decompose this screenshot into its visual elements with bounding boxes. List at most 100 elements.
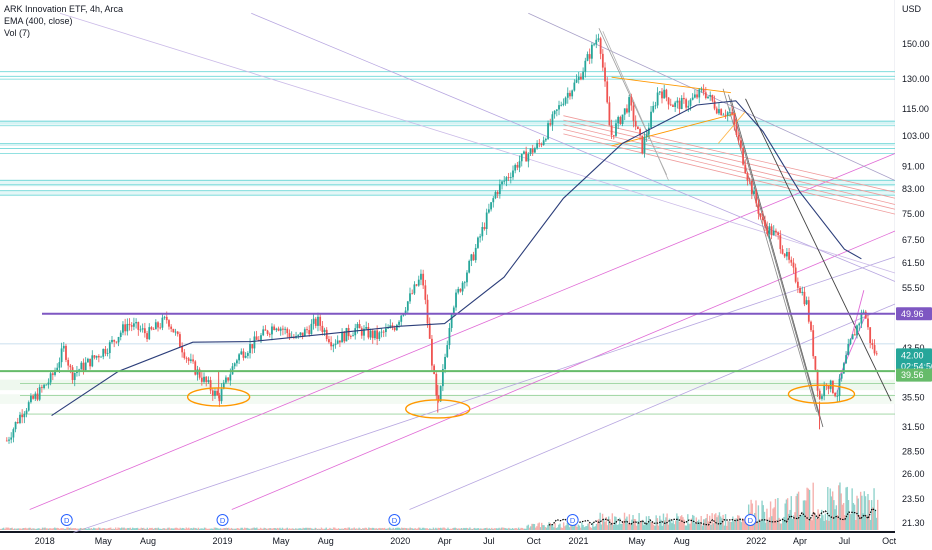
legend-volume[interactable]: Vol (7) <box>4 28 31 38</box>
volume-bar <box>511 528 514 530</box>
candle-body <box>174 331 177 333</box>
legend-ema[interactable]: EMA (400, close) <box>4 16 73 26</box>
volume-bar <box>667 524 670 530</box>
volume-bar <box>236 528 239 530</box>
candle-body <box>233 363 236 367</box>
volume-bar <box>131 527 134 530</box>
candle-body <box>354 328 357 336</box>
volume-bar <box>679 516 682 530</box>
candle-body <box>159 327 162 329</box>
volume-bar <box>829 488 831 530</box>
volume-bar <box>805 500 807 530</box>
candle-body <box>739 140 742 148</box>
orange-flag-line <box>717 111 746 144</box>
support-ellipse <box>787 384 856 404</box>
last-price-tag-bg <box>896 348 932 374</box>
candle-body <box>135 322 138 324</box>
volume-bar <box>572 526 575 530</box>
volume-bar <box>446 528 448 530</box>
candle-body <box>5 440 8 442</box>
candle-body <box>764 220 766 227</box>
volume-bar <box>522 528 525 530</box>
candle-body <box>181 346 184 353</box>
volume-bar <box>169 528 172 530</box>
volume-bar <box>325 527 327 530</box>
candle-body <box>71 367 74 380</box>
candle-body <box>49 373 52 383</box>
volume-bar <box>622 520 624 530</box>
volume-bar <box>94 528 96 530</box>
volume-bar <box>600 524 603 530</box>
candle-body <box>750 180 753 195</box>
volume-bar <box>558 524 560 530</box>
price-tick-label: 35.50 <box>902 393 925 403</box>
volume-bar <box>634 519 637 530</box>
volume-bar <box>834 509 836 530</box>
volume-bar <box>326 528 329 530</box>
volume-bar <box>734 518 736 530</box>
volume-bar <box>505 528 508 530</box>
candle-body <box>106 353 109 354</box>
candle-body <box>742 147 744 165</box>
candle-body <box>531 148 534 153</box>
orange-flag-line <box>611 113 736 147</box>
last-price-tag[interactable]: 42.00 <box>901 350 924 360</box>
time-tick-label: Aug <box>674 536 690 546</box>
volume-bar <box>11 527 13 530</box>
volume-bar <box>767 519 769 530</box>
dividend-marker[interactable]: D <box>216 514 229 526</box>
candle-body <box>571 90 574 97</box>
volume-bar <box>841 504 844 530</box>
volume-bar <box>877 499 879 530</box>
volume-bar <box>246 527 248 530</box>
volume-bar <box>99 527 101 530</box>
volume-bar <box>461 528 464 530</box>
volume-bar <box>351 528 353 530</box>
candle-body <box>363 328 365 336</box>
volume-bar <box>222 528 224 530</box>
candle-body <box>873 345 876 354</box>
resistance-price-tag[interactable]: 49.96 <box>901 309 924 319</box>
dividend-marker[interactable]: D <box>60 514 73 526</box>
candle-body <box>40 387 43 388</box>
candle-body <box>246 353 249 356</box>
dividend-marker[interactable]: D <box>388 514 401 526</box>
volume-bar <box>97 527 100 530</box>
volume-bar <box>704 519 706 530</box>
volume-bar <box>336 528 338 530</box>
support-price-tag[interactable]: 39.56 <box>901 370 924 380</box>
candle-body <box>509 177 512 179</box>
volume-bar <box>230 527 232 530</box>
volume-bar <box>203 527 206 530</box>
volume-bar <box>191 528 194 530</box>
volume-bar <box>1 528 4 530</box>
volume-bar <box>397 527 399 530</box>
volume-bar <box>398 527 400 530</box>
volume-bar <box>45 528 47 530</box>
volume-bar <box>575 523 577 530</box>
dividend-marker[interactable]: D <box>744 514 757 526</box>
volume-bar <box>18 528 21 530</box>
volume-bar <box>729 521 732 530</box>
volume-bar <box>674 520 677 530</box>
candle-body <box>446 345 449 357</box>
candle-body <box>273 326 276 331</box>
candle-body <box>242 351 245 358</box>
candle-body <box>643 137 646 154</box>
legend-symbol[interactable]: ARK Innovation ETF, 4h, Arca <box>4 4 124 14</box>
volume-bar <box>769 501 772 530</box>
level-zone <box>0 143 895 146</box>
volume-bar <box>317 528 319 530</box>
candle-body <box>678 100 681 110</box>
candle-body <box>604 67 606 82</box>
volume-bar <box>275 528 278 530</box>
candle-body <box>65 345 67 360</box>
volume-bar <box>850 514 852 530</box>
support-ellipse <box>405 399 471 419</box>
candle-body <box>729 112 731 113</box>
dividend-marker[interactable]: D <box>566 514 579 526</box>
volume-bar <box>771 516 773 530</box>
volume-bar <box>33 528 35 530</box>
